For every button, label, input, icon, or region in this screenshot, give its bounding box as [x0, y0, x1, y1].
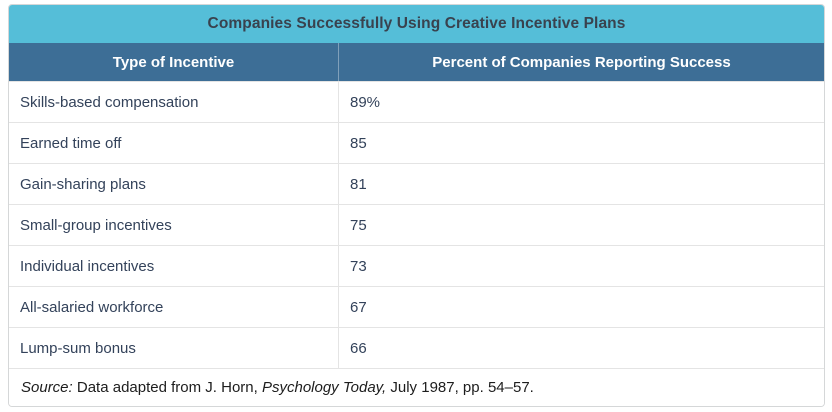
cell-incentive-type: Individual incentives — [9, 246, 339, 286]
cell-incentive-type: Lump-sum bonus — [9, 328, 339, 368]
cell-incentive-type: All-salaried workforce — [9, 287, 339, 327]
cell-incentive-type: Gain-sharing plans — [9, 164, 339, 204]
table-header-row: Type of Incentive Percent of Companies R… — [9, 43, 824, 81]
table-title-bar: Companies Successfully Using Creative In… — [9, 5, 824, 43]
cell-percent-value: 89% — [350, 93, 381, 111]
incentive-table-card: Companies Successfully Using Creative In… — [8, 4, 825, 407]
cell-incentive-type: Earned time off — [9, 123, 339, 163]
cell-percent-value: 66 — [350, 339, 367, 357]
table-row: Lump-sum bonus 66 — [9, 327, 824, 368]
table-row: Gain-sharing plans 81 — [9, 163, 824, 204]
table-row: All-salaried workforce 67 — [9, 286, 824, 327]
table-row: Individual incentives 73 — [9, 245, 824, 286]
cell-percent-value: 81 — [350, 175, 367, 193]
cell-percent-value: 85 — [350, 134, 367, 152]
cell-incentive-type: Skills-based compensation — [9, 82, 339, 122]
table-row: Skills-based compensation 89% — [9, 81, 824, 122]
source-note-row: Source: Data adapted from J. Horn, Psych… — [9, 368, 824, 406]
cell-percent-value: 75 — [350, 216, 367, 234]
source-pre-text: Data adapted from J. Horn, — [72, 379, 262, 396]
source-note-text: Source: Data adapted from J. Horn, Psych… — [21, 379, 534, 396]
table-row: Earned time off 85 — [9, 122, 824, 163]
table-title: Companies Successfully Using Creative In… — [207, 15, 626, 32]
cell-percent-value: 73 — [350, 257, 367, 275]
source-post-text: July 1987, pp. 54–57. — [386, 379, 534, 396]
source-label: Source: — [21, 379, 73, 396]
cell-percent-value: 67 — [350, 298, 367, 316]
header-cell-percent: Percent of Companies Reporting Success — [432, 53, 731, 71]
header-cell-type: Type of Incentive — [9, 43, 339, 81]
cell-incentive-type: Small-group incentives — [9, 205, 339, 245]
table-row: Small-group incentives 75 — [9, 204, 824, 245]
source-journal-name: Psychology Today, — [261, 379, 387, 396]
